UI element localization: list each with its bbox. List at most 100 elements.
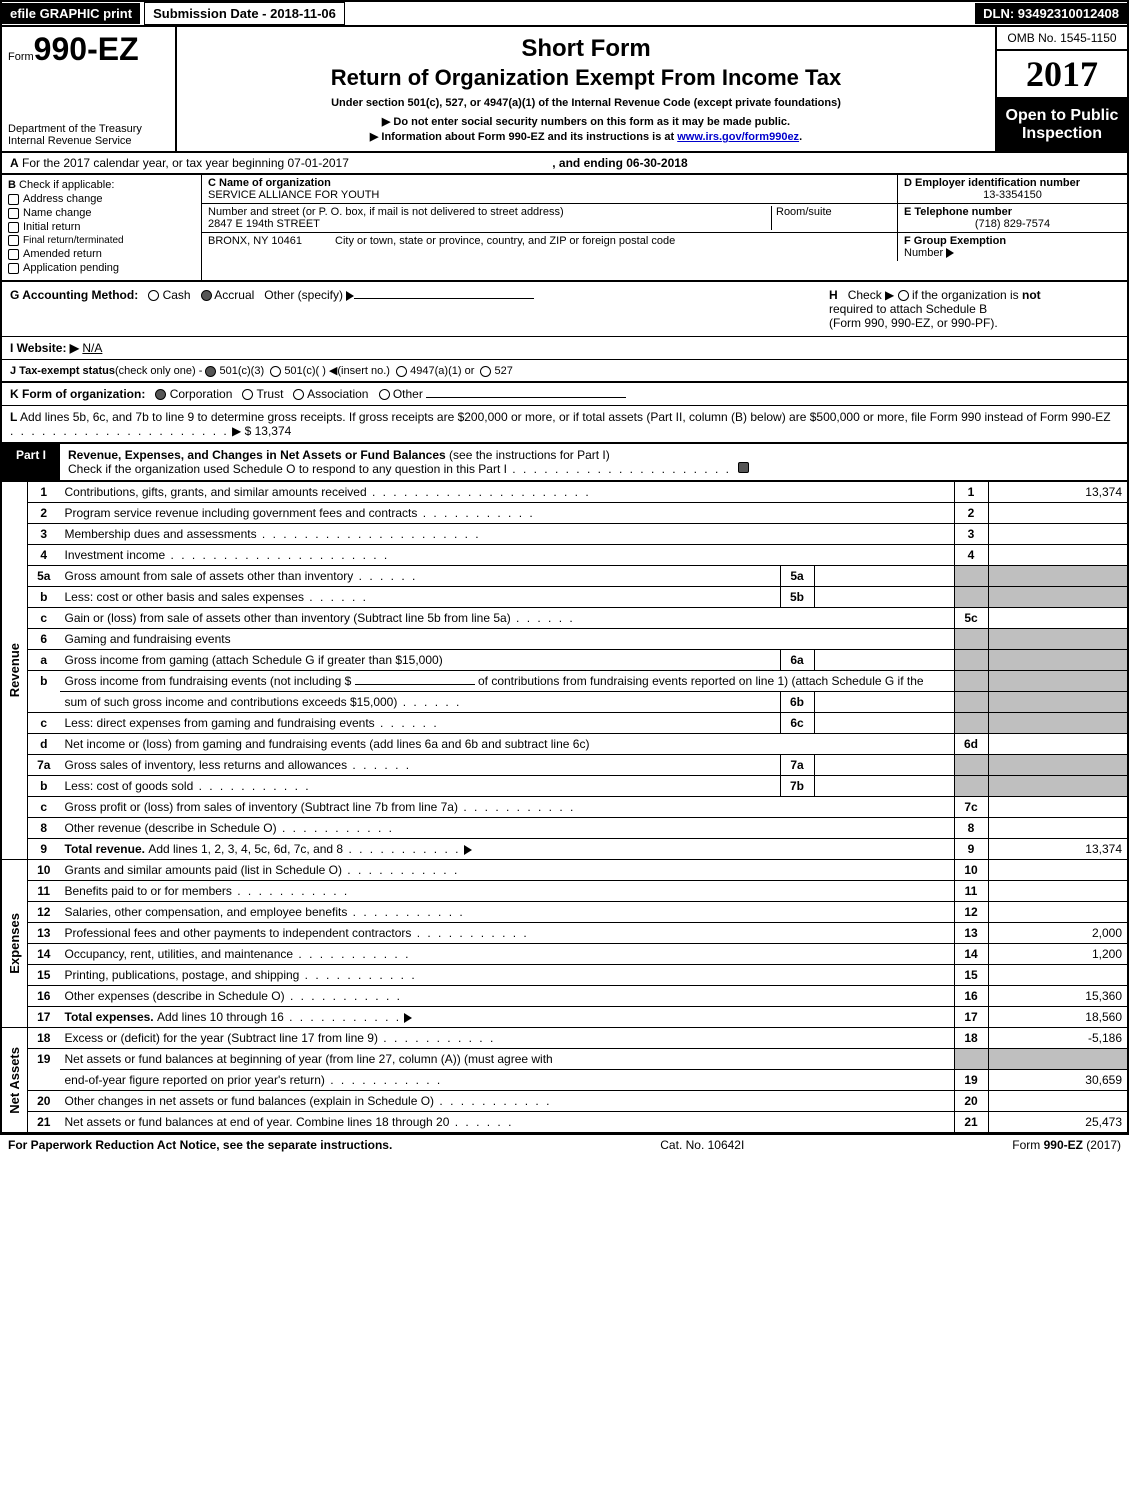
- desc: Gross amount from sale of assets other t…: [60, 566, 781, 587]
- dots: [284, 1010, 401, 1024]
- num: 17: [954, 1007, 988, 1028]
- desc-text: end-of-year figure reported on prior yea…: [65, 1073, 325, 1087]
- row-11: 11 Benefits paid to or for members 11: [1, 881, 1128, 902]
- num: 12: [954, 902, 988, 923]
- desc: Investment income: [60, 545, 955, 566]
- radio-assoc[interactable]: [293, 389, 304, 400]
- fundraising-amount-input[interactable]: [355, 684, 475, 685]
- ln: 18: [28, 1028, 60, 1049]
- chk-name-change[interactable]: Name change: [8, 207, 195, 219]
- desc: Other expenses (describe in Schedule O): [60, 986, 955, 1007]
- num: 2: [954, 503, 988, 524]
- num: 18: [954, 1028, 988, 1049]
- row-a-text2: , and ending 06-30-2018: [552, 156, 687, 170]
- radio-501c[interactable]: [270, 366, 281, 377]
- desc: Benefits paid to or for members: [60, 881, 955, 902]
- row-14: 14 Occupancy, rent, utilities, and maint…: [1, 944, 1128, 965]
- desc-text: Occupancy, rent, utilities, and maintena…: [65, 947, 294, 961]
- num: 13: [954, 923, 988, 944]
- section-j: J Tax-exempt status(check only one) - 50…: [0, 360, 1129, 383]
- part1-check-line: Check if the organization used Schedule …: [68, 462, 507, 476]
- e-cell: E Telephone number (718) 829-7574: [897, 204, 1127, 233]
- chk-amended-return[interactable]: Amended return: [8, 248, 195, 260]
- k-other-input[interactable]: [426, 397, 626, 398]
- open-line1: Open to Public: [1001, 107, 1123, 125]
- chk-initial-return[interactable]: Initial return: [8, 221, 195, 233]
- j-527: 527: [495, 365, 513, 377]
- b-header: B Check if applicable:: [8, 179, 195, 191]
- room-suite: Room/suite: [771, 206, 891, 230]
- desc: Gross profit or (loss) from sales of inv…: [60, 797, 955, 818]
- chk-final-return[interactable]: Final return/terminated: [8, 235, 195, 246]
- chk-address-change[interactable]: Address change: [8, 193, 195, 205]
- desc: Net income or (loss) from gaming and fun…: [60, 734, 955, 755]
- val: [988, 797, 1128, 818]
- val: [988, 965, 1128, 986]
- fr-pre: Form: [1012, 1138, 1043, 1152]
- desc-text: Other expenses (describe in Schedule O): [65, 989, 285, 1003]
- chk-label: Name change: [23, 207, 92, 219]
- radio-4947[interactable]: [396, 366, 407, 377]
- efile-print-button[interactable]: efile GRAPHIC print: [2, 3, 140, 24]
- f-cell: F Group Exemption Number: [897, 233, 1127, 261]
- ln: 11: [28, 881, 60, 902]
- val-grey: [988, 776, 1128, 797]
- h-checkbox[interactable]: [898, 290, 909, 301]
- title-return: Return of Organization Exempt From Incom…: [187, 65, 985, 91]
- label-b: B: [8, 179, 16, 191]
- desc: Gross income from gaming (attach Schedul…: [60, 650, 781, 671]
- part1-tab: Part I: [2, 444, 60, 480]
- h-checktext: Check ▶: [848, 288, 895, 302]
- dots: [375, 716, 439, 730]
- ln: 15: [28, 965, 60, 986]
- dept-block: Department of the Treasury Internal Reve…: [8, 93, 169, 147]
- radio-other[interactable]: [379, 389, 390, 400]
- mid-label: 6c: [780, 713, 814, 734]
- desc: Gross sales of inventory, less returns a…: [60, 755, 781, 776]
- radio-cash[interactable]: [148, 290, 159, 301]
- val: [988, 524, 1128, 545]
- val-grey: [988, 587, 1128, 608]
- radio-trust[interactable]: [242, 389, 253, 400]
- ln: 2: [28, 503, 60, 524]
- radio-accrual[interactable]: [201, 290, 212, 301]
- dept-treasury: Department of the Treasury: [8, 123, 169, 135]
- tax-year: 2017: [997, 51, 1127, 99]
- num: 5c: [954, 608, 988, 629]
- dots: [511, 611, 575, 625]
- checkbox-icon: [8, 222, 19, 233]
- other-label: Other (specify): [264, 288, 343, 302]
- dots: [434, 1094, 551, 1108]
- radio-501c3[interactable]: [205, 366, 216, 377]
- val-grey: [988, 629, 1128, 650]
- info-link[interactable]: www.irs.gov/form990ez: [677, 131, 799, 143]
- ln: 14: [28, 944, 60, 965]
- dots: [293, 947, 410, 961]
- val: [988, 1091, 1128, 1112]
- mid-label: 6a: [780, 650, 814, 671]
- schedule-o-checkbox[interactable]: [738, 462, 749, 473]
- radio-527[interactable]: [480, 366, 491, 377]
- desc-text: Salaries, other compensation, and employ…: [65, 905, 348, 919]
- form-prefix: Form: [8, 51, 34, 63]
- num: 9: [954, 839, 988, 860]
- dots: [507, 462, 731, 476]
- desc-bold: Total revenue.: [65, 842, 149, 856]
- dots: [232, 884, 349, 898]
- radio-corp[interactable]: [155, 389, 166, 400]
- dots: [458, 800, 575, 814]
- mid-label: 6b: [780, 692, 814, 713]
- j-501c3: 501(c)(3): [220, 365, 265, 377]
- h-text2: if the organization is: [912, 288, 1022, 302]
- f-label2: Number: [904, 247, 943, 259]
- row-6c: c Less: direct expenses from gaming and …: [1, 713, 1128, 734]
- chk-application-pending[interactable]: Application pending: [8, 262, 195, 274]
- desc-text: Membership dues and assessments: [65, 527, 257, 541]
- desc-text: Gross sales of inventory, less returns a…: [65, 758, 348, 772]
- section-gh: G Accounting Method: Cash Accrual Other …: [0, 282, 1129, 337]
- mid-label: 7a: [780, 755, 814, 776]
- title-short-form: Short Form: [187, 35, 985, 63]
- dots: [449, 1115, 513, 1129]
- other-specify-input[interactable]: [354, 298, 534, 299]
- val: [988, 860, 1128, 881]
